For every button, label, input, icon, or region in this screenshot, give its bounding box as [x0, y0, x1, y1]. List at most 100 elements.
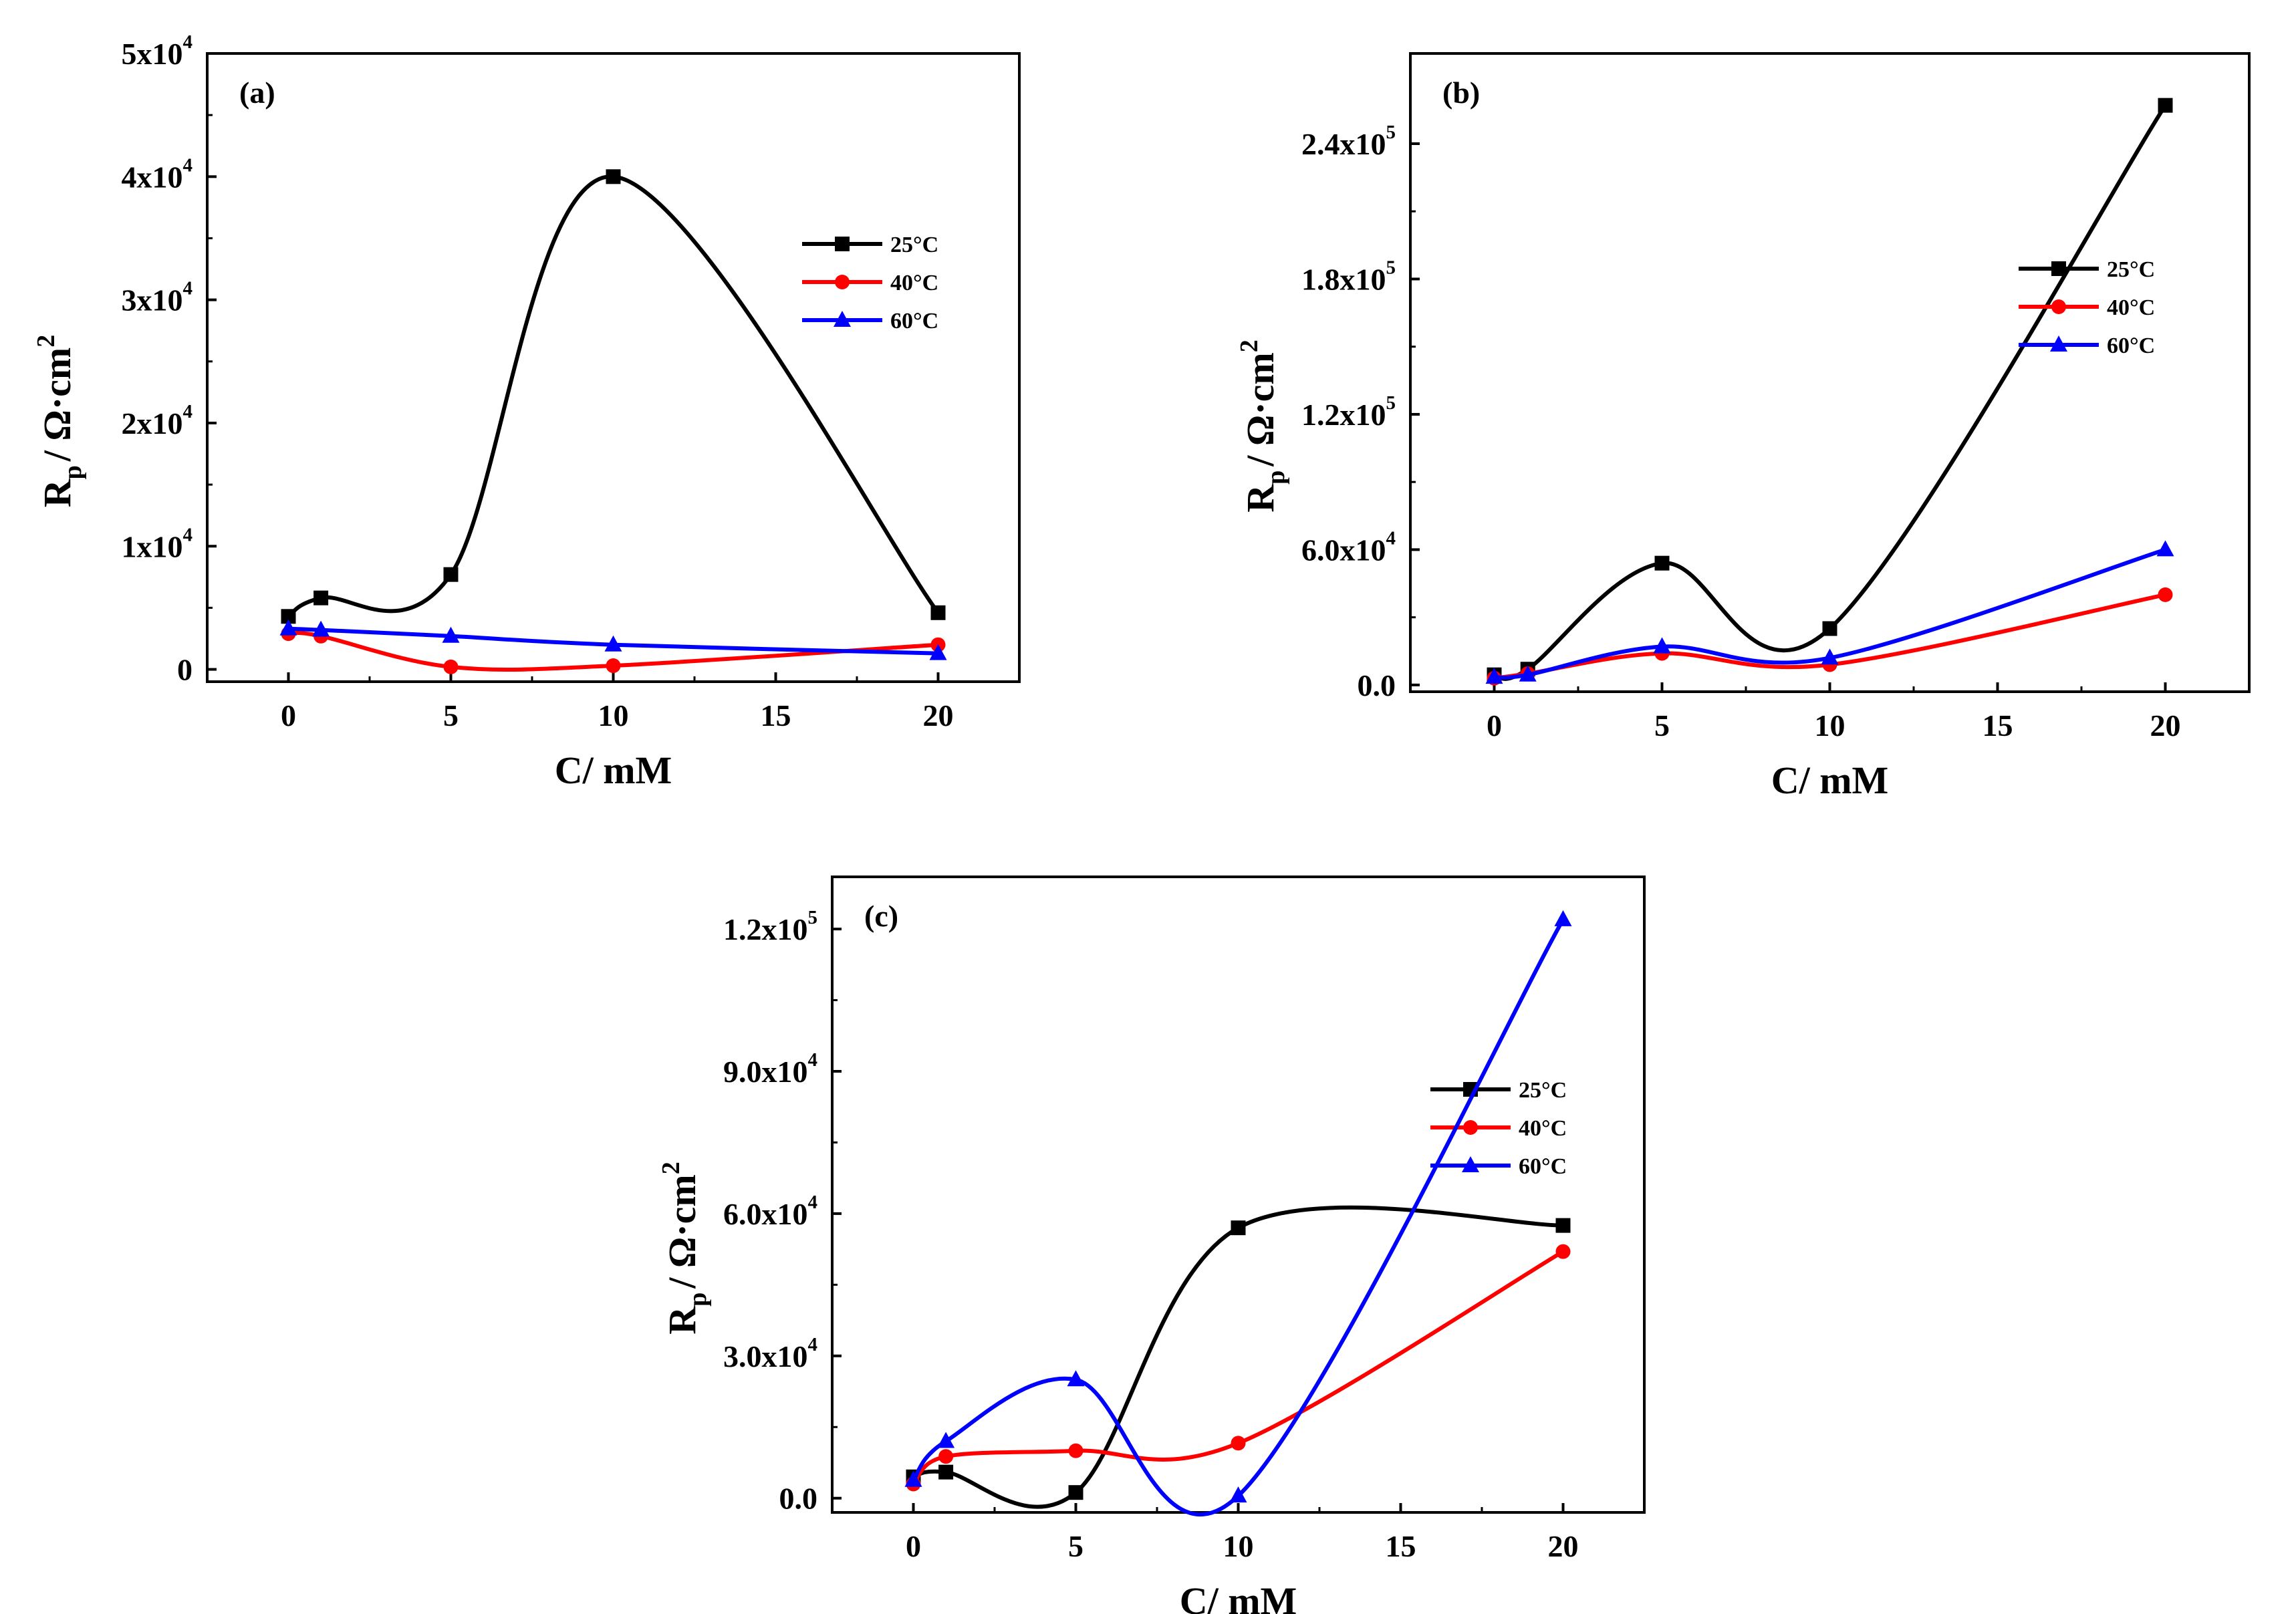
y-tick-base: 2x10	[122, 406, 183, 440]
legend-label: 25°C	[1519, 1078, 1567, 1103]
series-60°C	[279, 619, 947, 660]
legend-item: 40°C	[1430, 1116, 1567, 1141]
data-point	[443, 567, 459, 582]
data-point	[443, 659, 459, 674]
data-point	[1485, 668, 1503, 684]
data-point	[2156, 540, 2174, 557]
data-point	[1822, 621, 1837, 636]
legend-label: 60°C	[1519, 1154, 1567, 1179]
legend-label: 40°C	[2107, 295, 2155, 320]
y-tick-exponent: 4	[808, 1334, 818, 1355]
x-tick-label: 10	[598, 698, 629, 732]
y-tick-label: 0.0	[1358, 668, 1396, 702]
series-line	[1494, 547, 2166, 680]
data-point	[904, 1470, 922, 1487]
data-point	[281, 609, 296, 624]
legend-label: 60°C	[2107, 333, 2155, 358]
legend-marker	[2050, 335, 2067, 352]
data-point	[1555, 1244, 1571, 1259]
data-point	[1654, 555, 1670, 571]
y-tick-base: 1x10	[122, 529, 183, 563]
data-point	[279, 619, 297, 636]
chart-panel-b: 0 5 10 15 200.06.0x1041.2x1051.8x1052.4x105C…	[1235, 52, 2251, 802]
legend-marker	[1462, 1156, 1479, 1172]
data-point	[930, 605, 946, 620]
y-axis-title-subscript: p	[1262, 470, 1290, 485]
y-axis-title-main: R	[660, 1306, 704, 1335]
x-tick-label: 20	[1548, 1529, 1579, 1563]
panel-label: (b)	[1442, 76, 1480, 110]
x-tick-label: 5	[1654, 708, 1670, 743]
x-axis-title: C/ mM	[555, 749, 672, 792]
series-60°C	[904, 910, 1572, 1517]
series-40°C	[906, 1244, 1571, 1492]
y-tick-exponent: 4	[183, 31, 193, 53]
plot-frame	[206, 52, 1021, 683]
y-axis-title: Rp / Ω·cm2	[657, 1162, 712, 1335]
data-point	[1231, 1220, 1246, 1236]
data-point	[1555, 1218, 1571, 1233]
y-axis-title-unit: / Ω·cm	[660, 1174, 704, 1289]
legend-marker	[1463, 1120, 1478, 1135]
x-tick-label: 0	[281, 698, 296, 732]
y-tick-base: 2.4x10	[1301, 127, 1386, 161]
y-tick-exponent: 5	[808, 907, 818, 928]
y-tick-label: 1.8x105	[1301, 257, 1396, 296]
y-tick-exponent: 4	[183, 524, 193, 545]
y-tick-exponent: 4	[808, 1049, 818, 1071]
x-tick-label: 5	[1068, 1529, 1083, 1563]
series-line	[287, 174, 940, 618]
data-point	[1554, 910, 1572, 926]
legend-item: 25°C	[1430, 1078, 1567, 1103]
y-tick-label: 0	[177, 653, 193, 687]
y-tick-base: 6.0x10	[723, 1197, 808, 1231]
chart-panel-c: 0 5 10 15 200.03.0x1046.0x1049.0x1041.2x105C…	[657, 876, 1646, 1614]
y-tick-base: 5x10	[122, 37, 183, 71]
x-tick-label: 0	[1487, 708, 1502, 743]
plot-frame	[831, 876, 1646, 1514]
y-tick-label: 1.2x105	[1301, 392, 1396, 432]
y-axis-title-superscript: 2	[657, 1162, 685, 1174]
y-tick-base: 9.0x10	[723, 1055, 808, 1089]
data-point	[442, 626, 460, 643]
y-axis-title-main: R	[1239, 484, 1282, 513]
y-tick-exponent: 4	[183, 401, 193, 422]
legend-item: 60°C	[2019, 333, 2155, 358]
y-axis-title-main: R	[35, 479, 79, 507]
legend-label: 25°C	[2107, 257, 2155, 282]
series-25°C	[281, 169, 946, 624]
y-axis-title-subscript: p	[684, 1293, 712, 1307]
x-tick-label: 15	[1386, 1529, 1416, 1563]
panel-label: (a)	[239, 76, 275, 110]
panel-label: (c)	[864, 899, 898, 933]
y-tick-exponent: 4	[1386, 527, 1396, 549]
legend-marker	[835, 237, 850, 251]
series-25°C	[1487, 98, 2173, 682]
data-point	[1067, 1370, 1085, 1387]
data-point	[1821, 648, 1839, 665]
legend-item: 25°C	[2019, 257, 2155, 282]
y-axis-title: Rp / Ω·cm2	[32, 335, 87, 508]
y-tick-exponent: 5	[1386, 257, 1396, 278]
data-point	[606, 169, 621, 184]
x-tick-label: 20	[2150, 708, 2181, 743]
data-point	[929, 644, 947, 660]
y-tick-label: 2x104	[122, 401, 193, 440]
x-tick-label: 20	[923, 698, 954, 732]
y-tick-base: 1.2x10	[723, 912, 808, 946]
y-tick-label: 1.2x105	[723, 907, 817, 946]
x-axis-title: C/ mM	[1180, 1579, 1297, 1614]
data-point	[1653, 637, 1671, 654]
y-tick-base: 3x10	[122, 283, 183, 317]
data-point	[937, 1432, 955, 1448]
legend-label: 40°C	[1519, 1116, 1567, 1141]
data-point	[1231, 1436, 1246, 1451]
y-axis-title-subscript: p	[59, 465, 87, 479]
y-tick-exponent: 5	[1386, 392, 1396, 414]
y-axis-title-unit: / Ω·cm	[35, 348, 79, 462]
data-point	[1229, 1486, 1247, 1503]
y-tick-label: 1x104	[122, 524, 193, 563]
data-point	[2158, 98, 2173, 113]
legend-marker	[2051, 261, 2066, 276]
